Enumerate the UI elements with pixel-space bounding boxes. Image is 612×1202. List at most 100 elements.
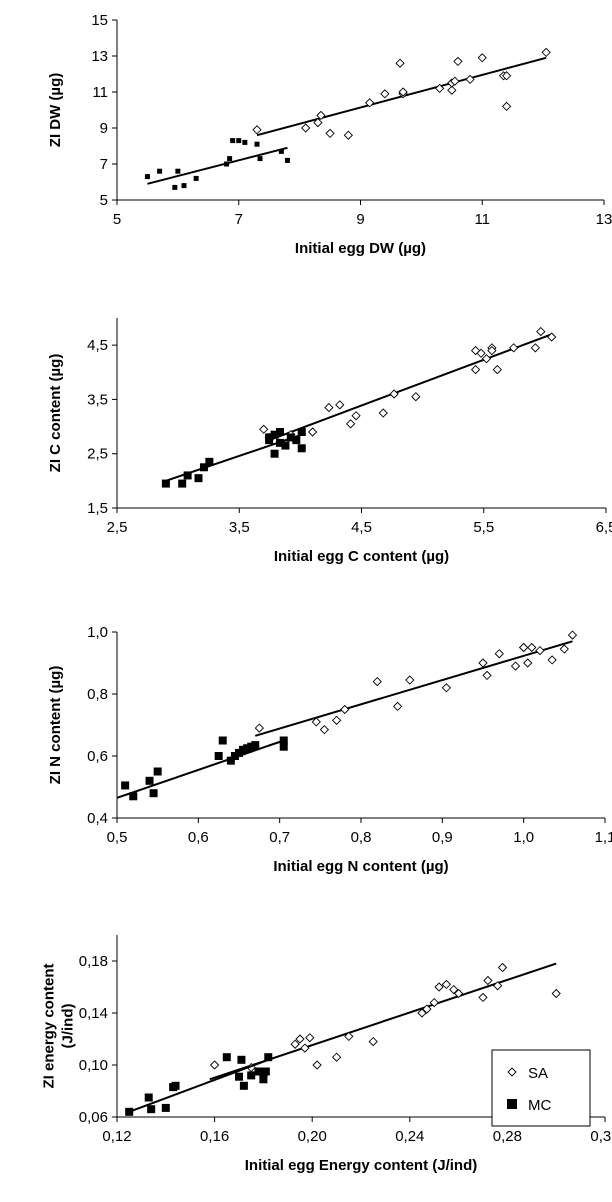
data-point-SA bbox=[481, 354, 492, 364]
y-tick-label: 0,6 bbox=[87, 748, 108, 765]
data-point-MC bbox=[251, 741, 260, 750]
y-tick-label: 0,14 bbox=[79, 1005, 108, 1022]
data-point-SA bbox=[392, 701, 403, 712]
data-point-SA bbox=[497, 962, 508, 973]
x-axis-title: Initial egg DW (µg) bbox=[295, 240, 426, 257]
series-MC bbox=[116, 736, 288, 801]
y-tick-label: 0,10 bbox=[79, 1057, 108, 1074]
data-point-SA bbox=[301, 123, 311, 133]
data-point-MC bbox=[235, 1072, 243, 1081]
data-point-MC bbox=[125, 1107, 134, 1116]
data-point-SA bbox=[530, 343, 541, 353]
data-point-MC bbox=[297, 444, 306, 453]
y-tick-label: 4,5 bbox=[87, 337, 108, 354]
data-point-MC bbox=[147, 1105, 156, 1114]
data-point-SA bbox=[478, 658, 488, 668]
data-point-SA bbox=[429, 997, 439, 1008]
data-point-MC bbox=[218, 736, 227, 745]
x-tick-label: 0,6 bbox=[188, 829, 209, 846]
data-point-MC bbox=[129, 792, 138, 801]
data-point-SA bbox=[398, 87, 408, 97]
data-point-MC bbox=[172, 184, 178, 190]
data-point-SA bbox=[523, 658, 533, 668]
chart-3: 0,5 0,6 0,7 0,8 0,9 1,0 1,1 0,4 0,6 0,8 1,0 Initial… bbox=[47, 624, 612, 875]
chart-2: 2,5 3,5 4,5 5,5 6,5 1,5 2,5 3,5 4,5 Initial egg C… bbox=[47, 318, 612, 565]
data-point-MC bbox=[259, 1075, 268, 1084]
data-point-SA bbox=[435, 83, 445, 94]
x-tick-label: 2,5 bbox=[107, 519, 128, 536]
data-point-MC bbox=[276, 428, 284, 436]
data-point-MC bbox=[257, 156, 263, 162]
data-point-SA bbox=[492, 364, 502, 375]
data-point-SA bbox=[453, 56, 463, 67]
y-tick-label: 3,5 bbox=[87, 391, 108, 408]
series-SA bbox=[254, 630, 578, 737]
data-point-MC bbox=[264, 1053, 273, 1062]
data-point-SA bbox=[305, 1033, 315, 1043]
data-point-MC bbox=[149, 789, 158, 798]
data-point-SA bbox=[483, 975, 493, 986]
data-point-MC bbox=[144, 1093, 153, 1102]
x-tick-label: 11 bbox=[474, 211, 490, 228]
data-point-SA bbox=[378, 408, 388, 418]
data-point-MC bbox=[230, 138, 236, 144]
data-point-MC bbox=[230, 752, 239, 760]
chart-4: 0,12 0,16 0,20 0,24 0,28 0,32 0,06 0,10 0,14 0,18… bbox=[41, 935, 612, 1174]
y-axis-title: ZI N content (µg) bbox=[47, 666, 64, 785]
data-point-SA bbox=[434, 982, 444, 992]
y-tick-label: 13 bbox=[91, 48, 108, 65]
x-axis-title: Initial egg C content (µg) bbox=[274, 548, 449, 565]
series-SA bbox=[209, 962, 561, 1081]
data-point-SA bbox=[536, 326, 546, 337]
data-point-SA bbox=[551, 988, 561, 999]
data-point-MC bbox=[175, 168, 181, 174]
data-point-MC bbox=[235, 748, 243, 757]
fit-line-MC bbox=[128, 1058, 269, 1113]
data-point-SA bbox=[411, 392, 421, 402]
y-tick-label: 0,8 bbox=[87, 686, 108, 703]
y-tick-label: 11 bbox=[92, 84, 108, 101]
y-tick-label: 7 bbox=[100, 156, 108, 173]
data-point-SA bbox=[465, 74, 475, 85]
data-point-MC bbox=[121, 781, 130, 790]
data-point-MC bbox=[243, 744, 252, 753]
data-point-MC bbox=[247, 742, 256, 751]
data-point-SA bbox=[405, 675, 415, 685]
data-point-SA bbox=[447, 85, 457, 95]
y-tick-label: 5 bbox=[100, 192, 108, 209]
data-point-SA bbox=[478, 992, 488, 1003]
data-point-SA bbox=[313, 117, 323, 128]
data-point-SA bbox=[559, 644, 569, 654]
y-axis-title-line2: (J/ind) bbox=[59, 1004, 76, 1049]
series-MC bbox=[144, 138, 290, 190]
data-point-MC bbox=[279, 742, 288, 751]
data-point-SA bbox=[470, 364, 481, 375]
data-point-SA bbox=[311, 717, 321, 727]
data-point-SA bbox=[476, 348, 486, 358]
data-point-SA bbox=[449, 984, 459, 995]
data-point-SA bbox=[331, 715, 342, 725]
y-tick-label: 15 bbox=[91, 12, 108, 29]
x-tick-label: 13 bbox=[596, 211, 612, 228]
series-SA bbox=[252, 47, 551, 140]
data-point-MC bbox=[205, 457, 214, 466]
data-point-MC bbox=[281, 441, 290, 450]
y-axis-title-line1: ZI energy content bbox=[41, 963, 58, 1088]
data-point-SA bbox=[494, 649, 504, 659]
y-axis-title: ZI energy content (J/ind) bbox=[41, 963, 77, 1088]
data-point-MC bbox=[270, 449, 279, 458]
data-point-MC bbox=[279, 736, 288, 745]
data-point-SA bbox=[331, 1052, 342, 1062]
data-point-MC bbox=[199, 463, 208, 472]
data-point-MC bbox=[171, 1081, 180, 1090]
fit-line-MC bbox=[116, 739, 285, 799]
x-tick-label: 5 bbox=[113, 211, 121, 228]
x-tick-label: 0,12 bbox=[102, 1128, 131, 1145]
data-point-SA bbox=[343, 130, 353, 140]
data-point-SA bbox=[547, 655, 557, 665]
series-MC bbox=[161, 428, 306, 488]
x-tick-label: 0,28 bbox=[493, 1128, 522, 1145]
data-point-SA bbox=[482, 670, 492, 681]
x-tick-label: 0,20 bbox=[298, 1128, 327, 1145]
x-tick-label: 4,5 bbox=[351, 519, 372, 536]
